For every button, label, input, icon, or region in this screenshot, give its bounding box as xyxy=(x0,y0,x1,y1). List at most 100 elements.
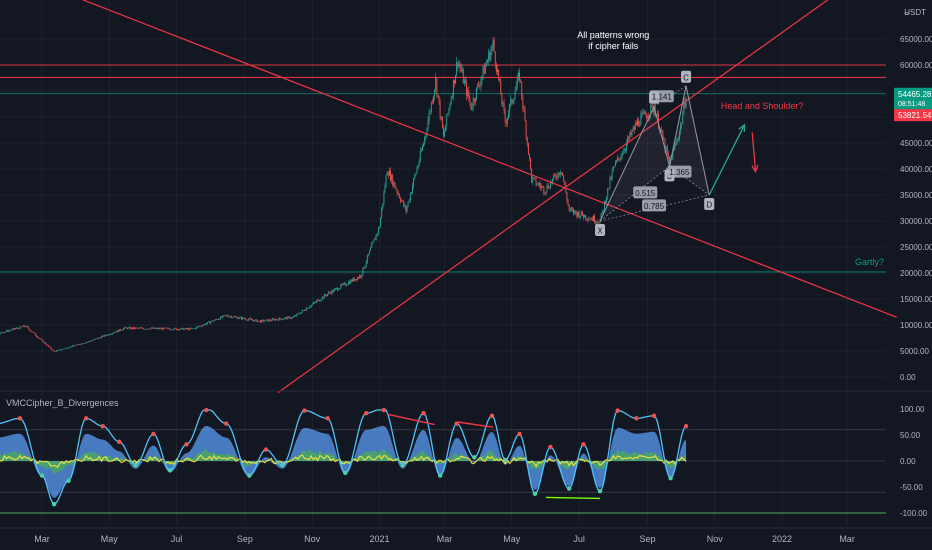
candle-body xyxy=(225,315,227,316)
candle-body xyxy=(362,267,364,275)
candle-body xyxy=(629,132,631,139)
candle-body xyxy=(376,233,378,235)
candle-body xyxy=(672,150,674,160)
candle-body xyxy=(584,214,586,218)
candle-body xyxy=(0,332,1,335)
candle-body xyxy=(92,340,94,341)
candle-body xyxy=(663,138,665,141)
candle-body xyxy=(128,327,130,328)
candle-body xyxy=(620,156,622,160)
time-axis[interactable]: Mar May Jul Sep Nov 2021 Mar May Jul Sep Nov 2022 Ma… xyxy=(0,527,932,544)
candle-body xyxy=(371,243,373,248)
trendlines[interactable] xyxy=(10,0,897,394)
oscillator-axis[interactable]: 100.00 50.00 0.00 -50.00 -100.00 xyxy=(900,405,928,518)
candle-body xyxy=(415,173,417,176)
candle-body xyxy=(305,310,307,311)
projection-arrow-shaft xyxy=(708,124,746,196)
candle-body xyxy=(286,317,288,320)
candle-body xyxy=(641,112,643,116)
candle-body xyxy=(84,343,86,344)
candle-body xyxy=(137,327,139,329)
candle-body xyxy=(512,101,514,104)
candle-body xyxy=(141,327,143,329)
candle-body xyxy=(381,208,383,219)
wave-cross-dot xyxy=(532,491,538,496)
pattern-leg xyxy=(685,85,710,196)
oscillator-pane xyxy=(0,407,886,514)
candle-body xyxy=(391,175,393,181)
candle-body xyxy=(328,292,330,294)
candle-body xyxy=(447,113,449,115)
candle-body xyxy=(301,310,303,312)
candle-body xyxy=(469,98,471,103)
candle-body xyxy=(420,150,422,152)
candle-body xyxy=(386,172,388,176)
candle-body xyxy=(106,335,108,336)
candle-body xyxy=(226,315,228,317)
candle-body xyxy=(644,111,646,115)
candle-body xyxy=(383,192,385,204)
candle-body xyxy=(534,177,536,179)
wave-cross-dot xyxy=(325,416,330,421)
candle-body xyxy=(321,297,323,300)
wave-cross-dot xyxy=(247,473,252,478)
candle-body xyxy=(599,220,601,224)
ratio-label: 0.785 xyxy=(644,202,665,211)
candle-body xyxy=(526,137,528,143)
candle-body xyxy=(427,120,429,131)
price-tick-label: 60000.00 xyxy=(900,61,932,70)
candle-body xyxy=(358,277,359,278)
candle-body xyxy=(667,153,669,157)
candle-body xyxy=(138,327,140,329)
candle-body xyxy=(612,166,614,171)
candle-body xyxy=(237,318,239,319)
candle-body xyxy=(308,307,310,309)
candle-body xyxy=(300,311,302,314)
projection-arrow-head xyxy=(738,123,746,132)
price-axis[interactable]: 65000.0060000.0055000.0050000.0045000.00… xyxy=(894,35,932,382)
candle-body xyxy=(519,72,520,81)
candle-body xyxy=(424,137,426,144)
candle-body xyxy=(11,329,13,331)
time-tick-label: Nov xyxy=(304,534,321,544)
wave-cross-dot xyxy=(634,416,639,421)
candle-body xyxy=(677,138,679,141)
candle-body xyxy=(319,300,321,302)
candle-body xyxy=(409,193,411,201)
annotation-text: Gartly? xyxy=(855,257,884,267)
candle-body xyxy=(145,328,147,330)
candle-body xyxy=(621,154,623,157)
time-tick-label: Sep xyxy=(639,534,655,544)
candle-body xyxy=(470,102,472,110)
candle-body xyxy=(265,319,267,321)
wave-cross-dot xyxy=(437,473,443,478)
candle-body xyxy=(356,277,358,281)
projection-arrows[interactable] xyxy=(708,123,759,196)
candle-body xyxy=(65,347,67,349)
currency-label[interactable]: ⴰ USDT xyxy=(904,8,926,17)
candle-body xyxy=(395,187,397,190)
candle-body xyxy=(355,279,357,281)
candle-body xyxy=(234,316,236,318)
candle-body xyxy=(73,345,75,346)
candle-body xyxy=(323,294,325,299)
candle-body xyxy=(180,328,182,330)
candle-body xyxy=(477,84,479,88)
wave-cross-dot xyxy=(472,455,477,460)
candle-body xyxy=(74,345,76,347)
candle-body xyxy=(235,316,237,318)
osc-tick-label: 0.00 xyxy=(900,457,916,466)
candle-body xyxy=(186,328,187,330)
wave-cross-dot xyxy=(83,416,89,421)
candle-body xyxy=(347,284,348,286)
candle-body xyxy=(595,222,597,223)
candle-body xyxy=(123,328,125,330)
candle-body xyxy=(61,349,63,350)
lock-icon: ⴰ xyxy=(904,8,909,17)
candle-body xyxy=(465,80,466,83)
indicator-title[interactable]: VMCCipher_B_Divergences xyxy=(6,398,119,408)
candle-body xyxy=(372,241,374,244)
candle-body xyxy=(299,313,301,315)
